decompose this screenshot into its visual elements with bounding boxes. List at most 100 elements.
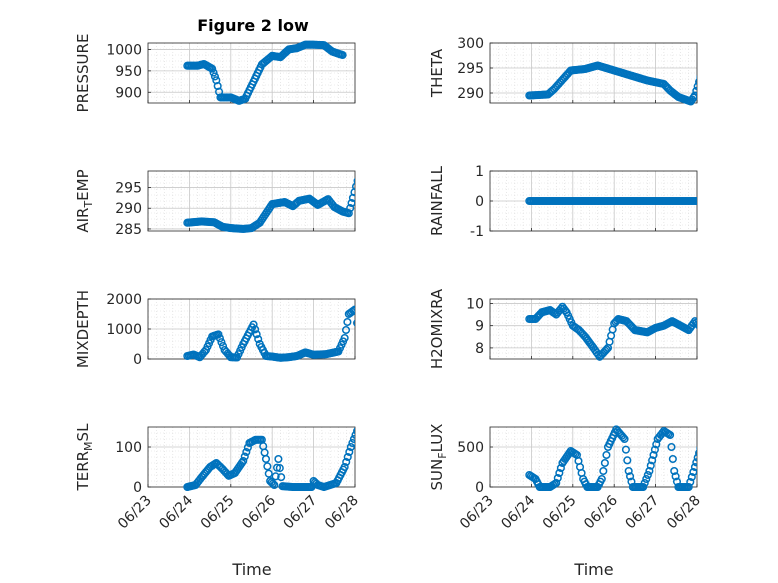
data-point	[700, 65, 707, 72]
data-point	[686, 477, 695, 487]
x-tick-label: 06/24	[498, 492, 538, 532]
data-point	[692, 458, 697, 467]
minor-grid	[490, 43, 697, 103]
data-point	[704, 198, 711, 205]
subplot-terr-msl: 0 100 06/23 06/24 06/25 06/26 06/27 06/28 TERRMS…	[74, 423, 364, 533]
data-point	[242, 447, 251, 457]
data-point	[556, 304, 565, 313]
data-point	[264, 469, 273, 478]
y-tick-label: 285	[115, 222, 142, 238]
data-point	[360, 169, 367, 176]
data-point	[695, 322, 697, 330]
data-point	[671, 472, 680, 481]
data-point	[693, 320, 697, 329]
axes-box	[147, 426, 356, 488]
y-tick-label: 1000	[106, 42, 142, 58]
data-point	[701, 198, 708, 205]
data-point	[698, 198, 705, 205]
data-point	[696, 446, 697, 451]
data-point	[640, 478, 649, 488]
data-point	[600, 458, 609, 468]
x-axis-label-left: Time	[231, 560, 271, 579]
data-point	[345, 447, 354, 457]
data-point	[357, 171, 364, 178]
data-point	[698, 340, 705, 347]
axes-box	[489, 42, 698, 104]
data-point	[209, 68, 218, 77]
y-tick-label: -1	[470, 224, 484, 240]
data-point	[357, 424, 364, 431]
data-point	[602, 345, 611, 354]
y-tick-label: 1000	[106, 322, 142, 338]
data-point	[699, 69, 706, 76]
data-point	[552, 478, 561, 488]
data-point	[696, 75, 697, 80]
data-point	[249, 320, 258, 329]
data-point	[356, 327, 363, 334]
data-point	[338, 50, 347, 60]
data-point	[347, 198, 355, 208]
data-point	[668, 454, 677, 464]
y-axis-label: RAINFALL	[428, 165, 446, 236]
data-point	[214, 330, 223, 339]
x-tick-label: 06/24	[156, 492, 196, 532]
data-point	[363, 170, 370, 177]
series-markers	[183, 40, 347, 105]
data-point	[692, 196, 697, 206]
y-axis-label: AIRTEMP	[74, 169, 95, 232]
data-point	[648, 456, 657, 465]
subplot-theta: 290 295 300 THETA	[428, 36, 715, 106]
series-markers	[525, 302, 710, 361]
subplot-sun-flux: 0 500 06/23 06/24 06/25 06/26 06/27 06/28 SUNFLU…	[428, 424, 704, 533]
major-grid	[148, 43, 355, 103]
subplot-rainfall: -1 0 1 RAINFALL	[428, 164, 711, 240]
data-point	[695, 78, 697, 86]
data-point	[353, 177, 355, 184]
data-point	[649, 450, 658, 460]
data-point	[602, 450, 611, 460]
data-point	[358, 347, 365, 354]
data-point	[270, 480, 279, 490]
y-tick-label: 1	[475, 164, 484, 180]
data-point	[692, 86, 697, 95]
data-point	[356, 172, 363, 179]
y-tick-label: 500	[457, 440, 484, 456]
x-tick-label: 06/23	[457, 493, 497, 533]
data-point	[708, 45, 715, 52]
y-tick-label: 9	[475, 319, 484, 335]
y-axis-label: H2OMIXRA	[428, 288, 446, 369]
data-point	[699, 342, 706, 349]
data-point	[346, 442, 355, 452]
data-point	[349, 306, 355, 315]
data-point	[695, 449, 697, 457]
data-point	[275, 464, 284, 473]
data-point	[349, 434, 355, 444]
y-tick-label: 10	[466, 296, 484, 312]
data-point	[555, 468, 564, 478]
data-point	[271, 472, 280, 481]
data-point	[690, 91, 697, 100]
data-point	[684, 482, 693, 491]
data-point	[254, 335, 263, 344]
x-tick-label: 06/25	[198, 493, 238, 533]
data-point	[702, 347, 709, 354]
data-point	[650, 445, 659, 454]
data-point	[652, 440, 661, 449]
data-point	[340, 462, 349, 472]
data-point	[366, 173, 373, 180]
data-point	[260, 448, 269, 457]
data-point	[639, 482, 648, 491]
data-point	[646, 461, 655, 470]
y-axis-label: THETA	[428, 48, 446, 98]
data-point	[703, 344, 710, 351]
y-tick-label: 950	[115, 64, 142, 80]
data-point	[342, 457, 351, 467]
y-axis-label: TERRMSL	[74, 423, 95, 492]
data-point	[217, 338, 226, 347]
y-tick-label: 290	[115, 201, 142, 217]
subplot-h2omixra: 8 9 10 H2OMIXRA	[428, 288, 710, 369]
data-point	[277, 473, 286, 482]
y-tick-label: 0	[475, 480, 484, 496]
data-point	[643, 470, 652, 480]
